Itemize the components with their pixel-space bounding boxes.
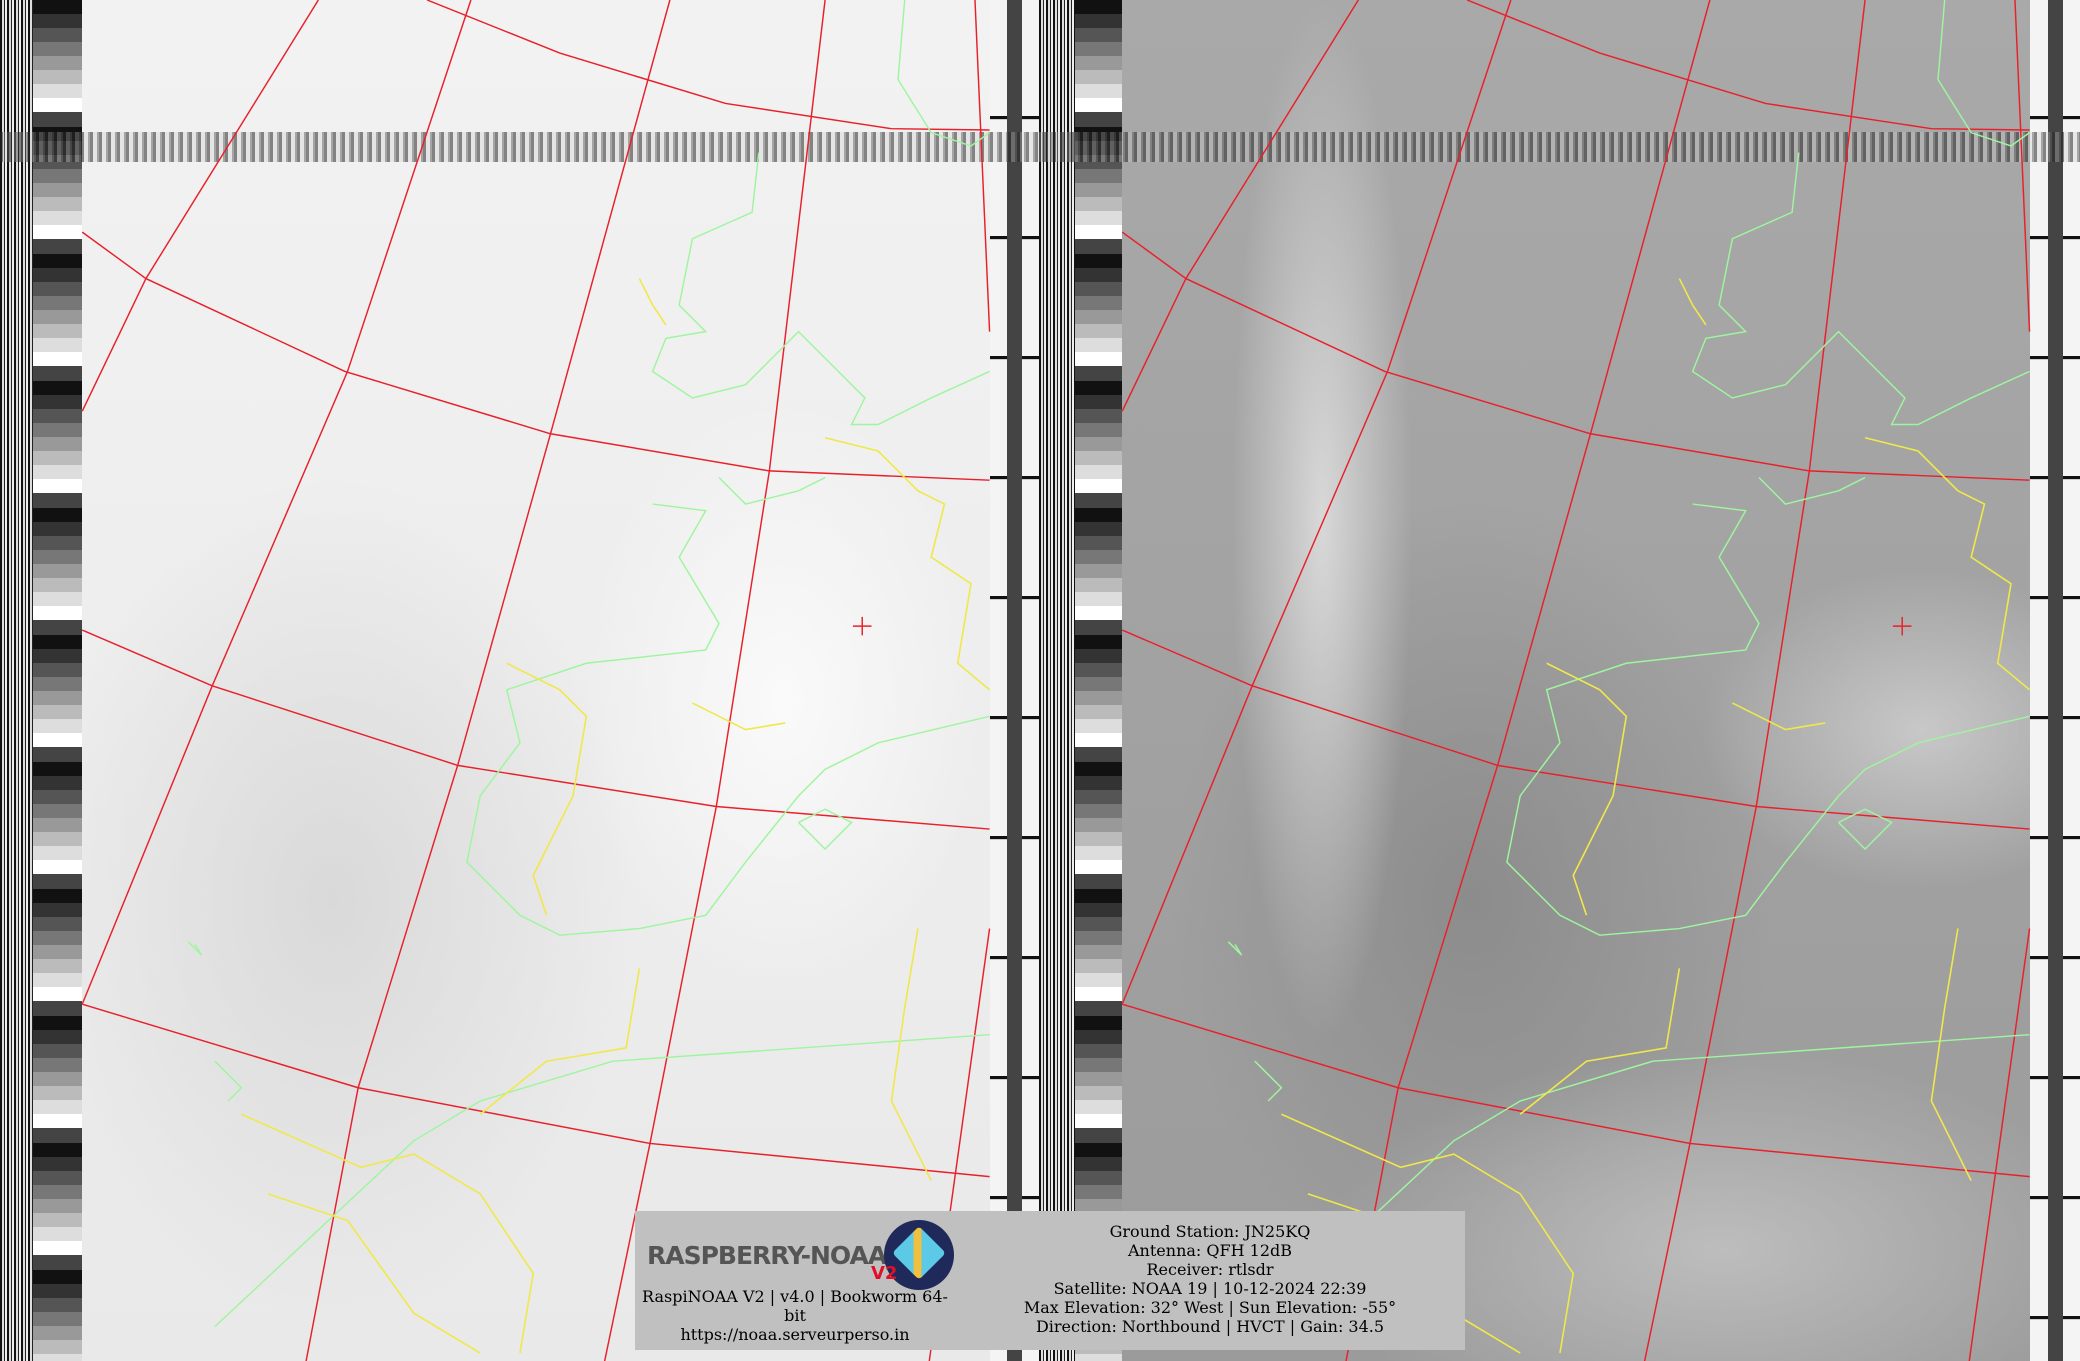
sync-a-strip [0, 0, 33, 1361]
logo-text: RASPBERRY-NOAA [647, 1241, 887, 1270]
telemetry-wedge-left [33, 0, 82, 1361]
software-version: RaspiNOAA V2 | v4.0 | Bookworm 64-bit [642, 1287, 948, 1325]
info-panel: RASPBERRY-NOAA V2 RaspiNOAA V2 | v4.0 | … [635, 1211, 1465, 1350]
direction: Direction: Northbound | HVCT | Gain: 34.… [1035, 1317, 1385, 1336]
elevation: Max Elevation: 32° West | Sun Elevation:… [1023, 1298, 1397, 1317]
info-left: RASPBERRY-NOAA V2 RaspiNOAA V2 | v4.0 | … [635, 1211, 955, 1350]
station-url: https://noaa.serveurperso.in [680, 1325, 910, 1344]
receiver: Receiver: rtlsdr [1146, 1260, 1274, 1279]
software-info: RaspiNOAA V2 | v4.0 | Bookworm 64-bit ht… [635, 1287, 955, 1344]
pass-details: Ground Station: JN25KQ Antenna: QFH 12dB… [955, 1211, 1465, 1350]
ground-station: Ground Station: JN25KQ [1109, 1222, 1311, 1241]
sync-b-strip [1039, 0, 1075, 1361]
satellite: Satellite: NOAA 19 | 10-12-2024 22:39 [1053, 1279, 1367, 1298]
telemetry-strip-a [990, 0, 1039, 1361]
raspberry-noaa-logo: RASPBERRY-NOAA V2 [641, 1215, 954, 1290]
satellite-icon [884, 1220, 954, 1290]
noise-band [0, 132, 2080, 162]
telemetry-wedge-right [1075, 0, 1122, 1361]
logo-badge: V2 [871, 1263, 898, 1284]
antenna: Antenna: QFH 12dB [1128, 1241, 1292, 1260]
telemetry-strip-b [2030, 0, 2080, 1361]
